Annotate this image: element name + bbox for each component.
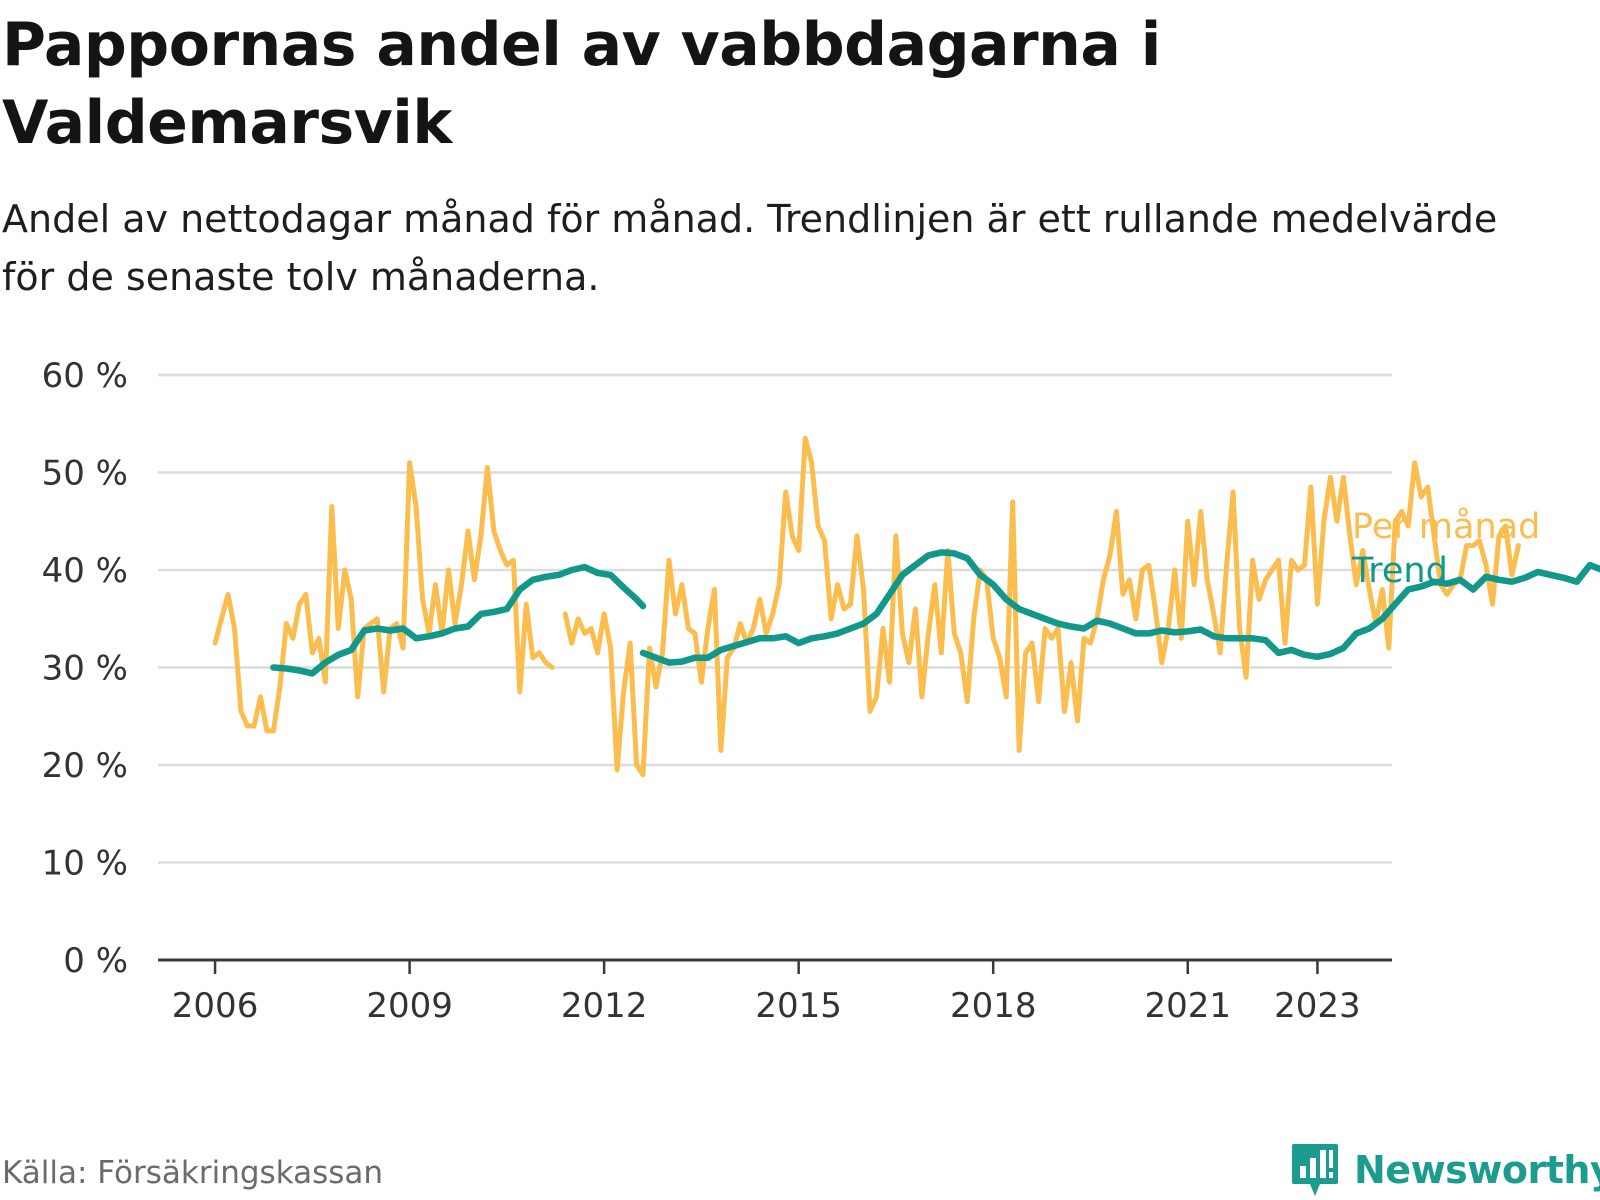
gridlines [158, 373, 1392, 864]
brand-name: Newsworthy [1354, 1148, 1600, 1192]
trend-line-segment [270, 563, 647, 677]
x-tick-label: 2023 [1274, 986, 1361, 1026]
x-axis: 2006 2009 2012 2015 2018 2021 2023 [158, 958, 1392, 1026]
x-tick-label: 2021 [1144, 986, 1231, 1026]
y-tick-label: 30 % [42, 649, 128, 689]
legend-label-trend: Trend [1351, 551, 1448, 591]
newsworthy-logo-icon [1292, 1144, 1338, 1196]
x-tick-label: 2006 [172, 986, 259, 1026]
y-axis-labels: 0 % 10 % 20 % 30 % 40 % 50 % 60 % [42, 356, 128, 981]
line-chart: 0 % 10 % 20 % 30 % 40 % 50 % 60 % 2006 2009 2012… [42, 356, 1600, 1026]
y-tick-label: 0 % [63, 941, 128, 981]
x-tick-label: 2012 [561, 986, 648, 1026]
y-tick-label: 10 % [42, 844, 128, 884]
y-tick-label: 60 % [42, 356, 128, 396]
monthly-line-segment [212, 460, 555, 734]
source-note: Källa: Försäkringskassan [2, 1155, 384, 1191]
trend-line-segment [639, 549, 1600, 666]
legend-label-monthly: Per månad [1352, 506, 1540, 547]
brand-logo[interactable]: Newsworthy [1290, 1140, 1600, 1200]
chart-title: Pappornas andel av vabbdagarna i Valdema… [2, 10, 1161, 158]
x-tick-label: 2009 [366, 986, 453, 1026]
y-tick-label: 20 % [42, 746, 128, 786]
x-tick-label: 2015 [755, 986, 842, 1026]
y-tick-label: 40 % [42, 551, 128, 591]
y-tick-label: 50 % [42, 454, 128, 494]
series-lines [212, 435, 1600, 778]
x-tick-label: 2018 [950, 986, 1037, 1026]
monthly-line-segment [562, 435, 1521, 778]
chart-subtitle: Andel av nettodagar månad för månad. Tre… [2, 197, 1498, 299]
